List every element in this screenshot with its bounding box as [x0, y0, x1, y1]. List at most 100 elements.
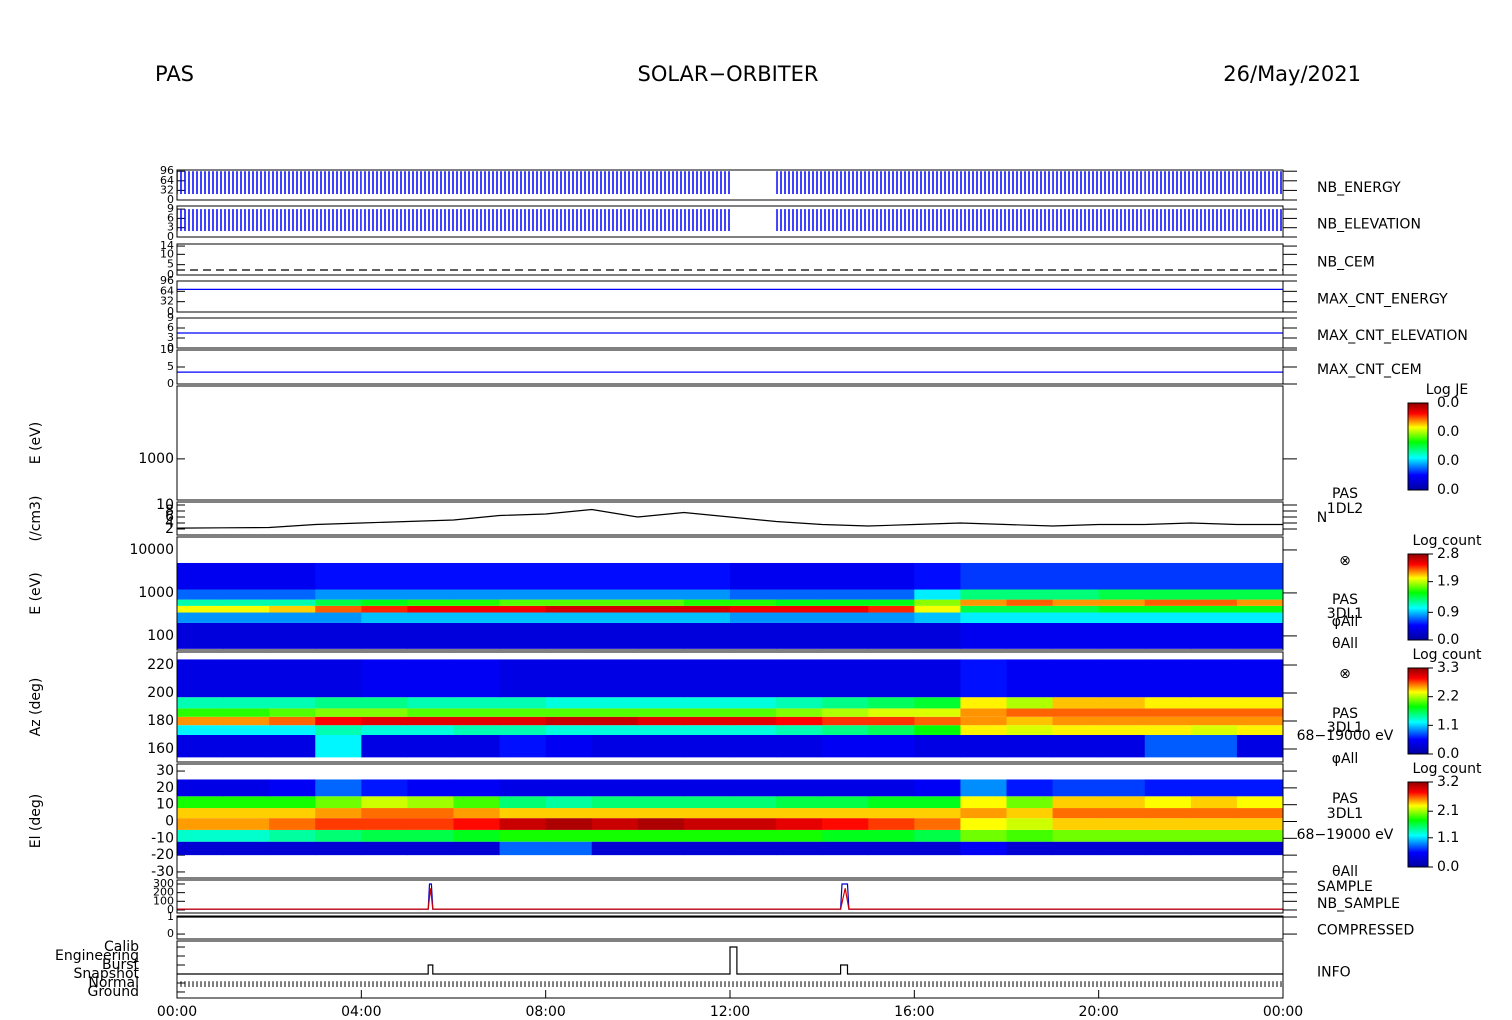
- heatmap-cell: [591, 725, 639, 735]
- heatmap-cell: [407, 612, 454, 623]
- heatmap-cell: [1144, 537, 1192, 563]
- annotation: 1DL2: [1327, 501, 1363, 517]
- heatmap-cell: [776, 659, 823, 698]
- heatmap-cell: [361, 829, 408, 842]
- heatmap-cell: [683, 659, 731, 698]
- heatmap-cell: [868, 725, 915, 735]
- y-tick-label: 0: [167, 268, 174, 281]
- y-category-label: Burst: [102, 957, 140, 973]
- heatmap-cell: [591, 829, 639, 842]
- heatmap-cell: [868, 697, 915, 709]
- heatmap-cell: [177, 734, 224, 758]
- heatmap-cell: [914, 829, 961, 842]
- heatmap-cell: [683, 537, 731, 563]
- heatmap-cell: [1236, 562, 1284, 590]
- heatmap-cell: [1144, 708, 1192, 717]
- heatmap-cell: [177, 659, 224, 698]
- stripe-bar: [1144, 171, 1191, 194]
- colorbar: [1407, 781, 1429, 868]
- y-tick-label: 0: [167, 903, 174, 916]
- heatmap-cell: [453, 708, 501, 717]
- heatmap-cell: [361, 818, 408, 830]
- panel-frame: [176, 205, 1284, 238]
- heatmap-cell: [545, 605, 593, 613]
- colorbar-tick-label: 0.0: [1437, 482, 1459, 498]
- annotation: 3DL1: [1327, 806, 1363, 822]
- colorbar: [1407, 553, 1429, 641]
- heatmap-cell: [1236, 599, 1284, 606]
- y-tick-label: 1000: [138, 585, 174, 601]
- panel-frame: [176, 243, 1284, 276]
- heatmap-cell: [361, 708, 408, 717]
- heatmap-cell: [545, 659, 593, 698]
- legend-entry: SAMPLE: [1317, 879, 1373, 895]
- heatmap-cell: [223, 599, 270, 606]
- heatmap-cell: [914, 599, 961, 606]
- stripe-bar: [914, 209, 961, 231]
- heatmap-cell: [1006, 708, 1054, 717]
- heatmap-cell: [1190, 622, 1238, 649]
- heatmap-cell: [223, 612, 270, 623]
- y-tick-label: -30: [151, 864, 174, 880]
- stripe-bar: [776, 209, 823, 231]
- colorbar-tick-label: 2.2: [1437, 689, 1459, 705]
- heatmap-cell: [545, 716, 593, 726]
- stripe-bar: [499, 209, 546, 231]
- heatmap-cell: [914, 779, 961, 797]
- heatmap-cell: [730, 818, 777, 830]
- heatmap-cell: [545, 829, 593, 842]
- heatmap-cell: [591, 796, 639, 809]
- heatmap-cell: [776, 605, 823, 613]
- heatmap-cell: [177, 829, 224, 842]
- heatmap-cell: [1144, 818, 1192, 830]
- heatmap-cell: [776, 725, 823, 735]
- heatmap-cell: [315, 841, 362, 856]
- heatmap-cell: [960, 841, 1007, 856]
- heatmap-cell: [960, 605, 1007, 613]
- heatmap-cell: [822, 716, 869, 726]
- y-tick-label: 9: [167, 202, 174, 215]
- y-category-label: Snapshot: [74, 966, 140, 982]
- stripe-bar: [1006, 171, 1053, 194]
- heatmap-cell: [315, 612, 362, 623]
- heatmap-cell: [1098, 622, 1146, 649]
- heatmap-cell: [591, 659, 639, 698]
- heatmap-cell: [545, 697, 593, 709]
- heatmap-cell: [591, 716, 639, 726]
- heatmap-cell: [822, 599, 869, 606]
- data-line: [176, 508, 1283, 529]
- heatmap-cell: [637, 796, 685, 809]
- heatmap-cell: [223, 562, 270, 590]
- heatmap-cell: [637, 697, 685, 709]
- heatmap-cell: [822, 612, 869, 623]
- heatmap-cell: [223, 589, 270, 600]
- colorbar-tick-label: 1.1: [1437, 830, 1459, 846]
- y-axis-label: El (deg): [28, 794, 44, 849]
- heatmap-cell: [637, 734, 685, 758]
- heatmap-cell: [1098, 829, 1146, 842]
- heatmap-cell: [177, 605, 224, 613]
- heatmap-cell: [1052, 725, 1100, 735]
- heatmap-cell: [177, 537, 224, 563]
- heatmap-cell: [960, 659, 1007, 698]
- heatmap-cell: [361, 796, 408, 809]
- heatmap-cell: [177, 796, 224, 809]
- y-tick-label: 10: [160, 247, 174, 260]
- heatmap-cell: [730, 622, 777, 649]
- heatmap-cell: [499, 829, 547, 842]
- panel-frame: [176, 763, 1284, 879]
- heatmap-cell: [545, 796, 593, 809]
- heatmap-cell: [868, 808, 915, 819]
- x-tick-label: 04:00: [341, 1004, 381, 1020]
- heatmap-cell: [407, 659, 454, 698]
- heatmap-cell: [407, 537, 454, 563]
- heatmap-cell: [1190, 841, 1238, 856]
- heatmap-cell: [499, 708, 547, 717]
- heatmap-cell: [545, 841, 593, 856]
- stripe-bar: [1236, 171, 1283, 194]
- heatmap-cell: [914, 589, 961, 600]
- heatmap-cell: [1236, 796, 1284, 809]
- colorbar-tick-label: 0.0: [1437, 453, 1459, 469]
- heatmap-cell: [1236, 808, 1284, 819]
- stripe-bar: [223, 171, 270, 194]
